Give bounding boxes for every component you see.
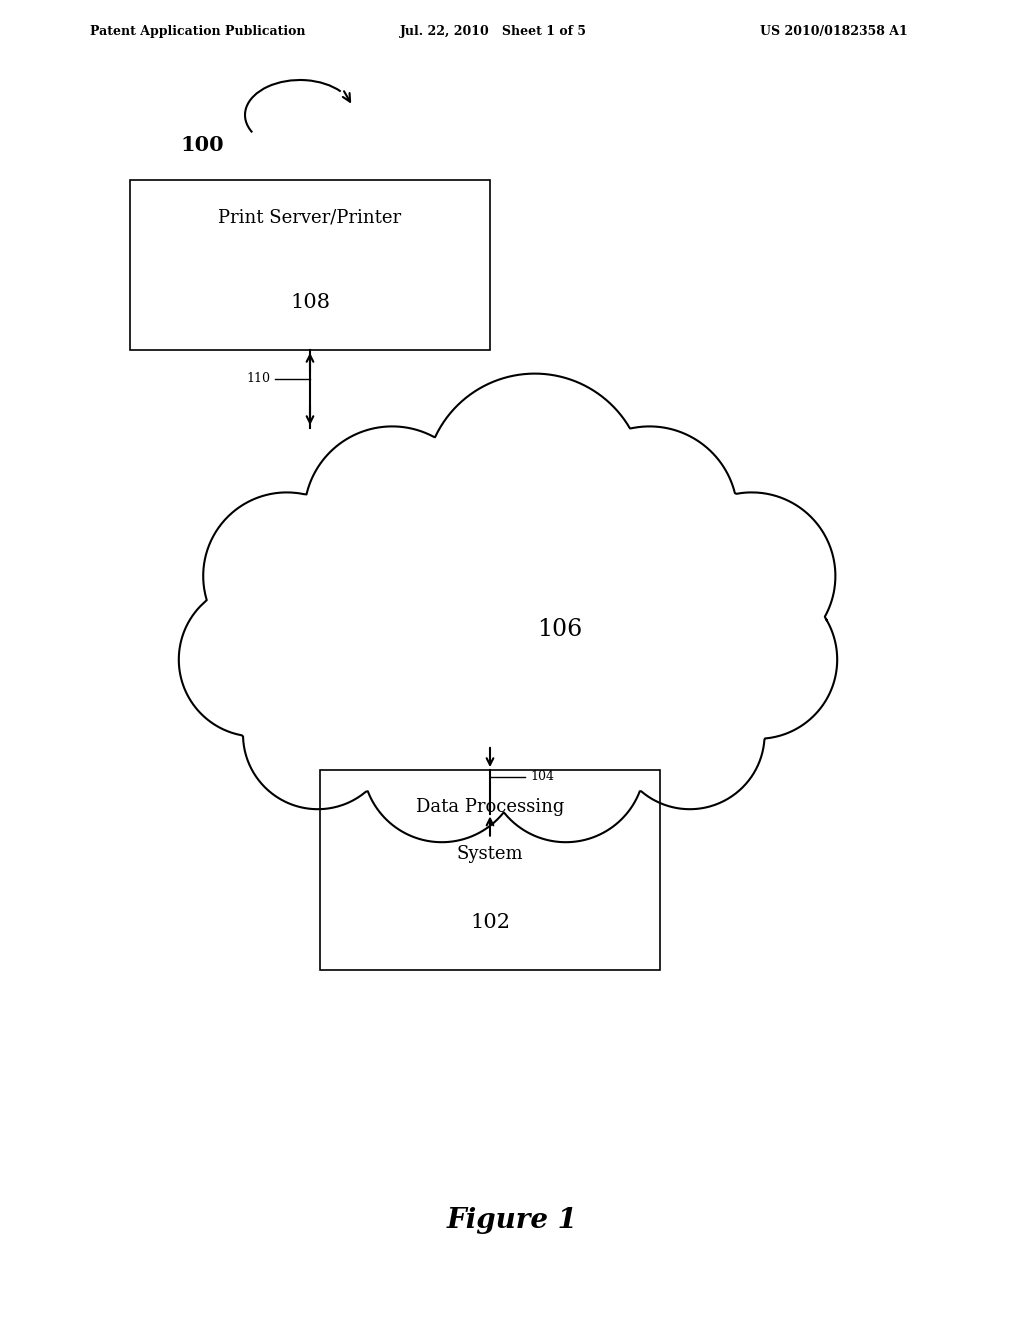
Bar — [130, 180, 490, 350]
Text: 100: 100 — [180, 135, 223, 154]
Text: 104: 104 — [530, 771, 554, 783]
Text: System: System — [457, 845, 523, 863]
Text: Jul. 22, 2010   Sheet 1 of 5: Jul. 22, 2010 Sheet 1 of 5 — [400, 25, 587, 38]
Text: 102: 102 — [470, 913, 510, 932]
Text: 110: 110 — [246, 372, 270, 385]
Text: US 2010/0182358 A1: US 2010/0182358 A1 — [760, 25, 907, 38]
Text: 108: 108 — [290, 293, 330, 312]
Text: 106: 106 — [538, 619, 583, 642]
Text: Print Server/Printer: Print Server/Printer — [218, 209, 401, 226]
Text: Data Processing: Data Processing — [416, 799, 564, 816]
Text: Figure 1: Figure 1 — [446, 1206, 578, 1233]
Bar — [319, 770, 660, 970]
Text: Patent Application Publication: Patent Application Publication — [90, 25, 305, 38]
